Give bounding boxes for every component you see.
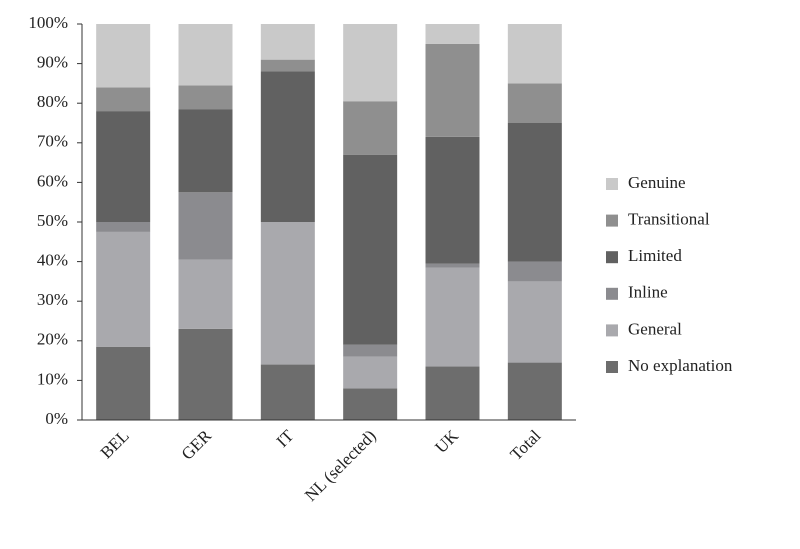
x-tick-label: Total [506, 426, 544, 464]
y-tick-label: 0% [45, 409, 68, 428]
bar-segment [343, 344, 398, 357]
bar-segment [260, 59, 315, 72]
bar-segment [260, 222, 315, 365]
y-tick-label: 80% [37, 92, 68, 111]
bar-segment [343, 154, 398, 345]
legend-label: Limited [628, 246, 682, 265]
bar-segment [96, 346, 151, 420]
y-tick-label: 90% [37, 53, 68, 72]
bar-segment [260, 24, 315, 60]
bar-segment [178, 192, 233, 260]
bar-segment [425, 267, 480, 367]
legend-swatch [606, 251, 618, 264]
y-tick-label: 30% [37, 290, 68, 309]
y-tick-label: 40% [37, 251, 68, 270]
bar-segment [425, 43, 480, 137]
y-tick-label: 10% [37, 369, 68, 388]
x-tick-label: IT [273, 426, 298, 451]
bar-segment [507, 362, 562, 420]
bar-segment [425, 366, 480, 420]
legend-label: Genuine [628, 173, 686, 192]
bar-segment [507, 123, 562, 262]
bar-segment [96, 24, 151, 88]
x-tick-label: GER [178, 426, 216, 464]
y-tick-label: 70% [37, 132, 68, 151]
legend-label: Transitional [628, 210, 710, 229]
legend-swatch [606, 178, 618, 190]
legend-label: No explanation [628, 356, 733, 375]
bar-segment [96, 111, 151, 222]
bar-segment [507, 261, 562, 282]
y-tick-label: 60% [37, 171, 68, 190]
y-tick-label: 20% [37, 330, 68, 349]
bar-segment [96, 231, 151, 347]
x-tick-label: BEL [97, 426, 133, 462]
bar-segment [507, 281, 562, 363]
bar-segment [260, 364, 315, 420]
x-tick-label: NL (selected) [301, 426, 380, 505]
legend-swatch [606, 361, 618, 373]
legend-swatch [606, 214, 618, 227]
y-tick-label: 100% [28, 13, 68, 32]
bar-segment [343, 24, 398, 102]
bar-segment [507, 83, 562, 123]
y-tick-label: 50% [37, 211, 68, 230]
legend-label: General [628, 319, 682, 338]
bar-segment [343, 356, 398, 389]
bar-segment [178, 259, 233, 329]
bar-segment [178, 328, 233, 420]
x-tick-label: UK [431, 426, 462, 457]
legend-swatch [606, 324, 618, 337]
bar-segment [96, 222, 151, 232]
bar-segment [343, 101, 398, 155]
bar-segment [178, 85, 233, 110]
bar-segment [425, 263, 480, 268]
bar-segment [178, 109, 233, 193]
bar-segment [425, 24, 480, 44]
bar-segment [178, 24, 233, 86]
legend-swatch [606, 287, 618, 300]
bar-segment [260, 71, 315, 223]
bar-segment [96, 87, 151, 112]
bar-segment [425, 136, 480, 264]
bar-segment [343, 388, 398, 420]
bar-segment [507, 24, 562, 84]
legend-label: Inline [628, 283, 668, 302]
